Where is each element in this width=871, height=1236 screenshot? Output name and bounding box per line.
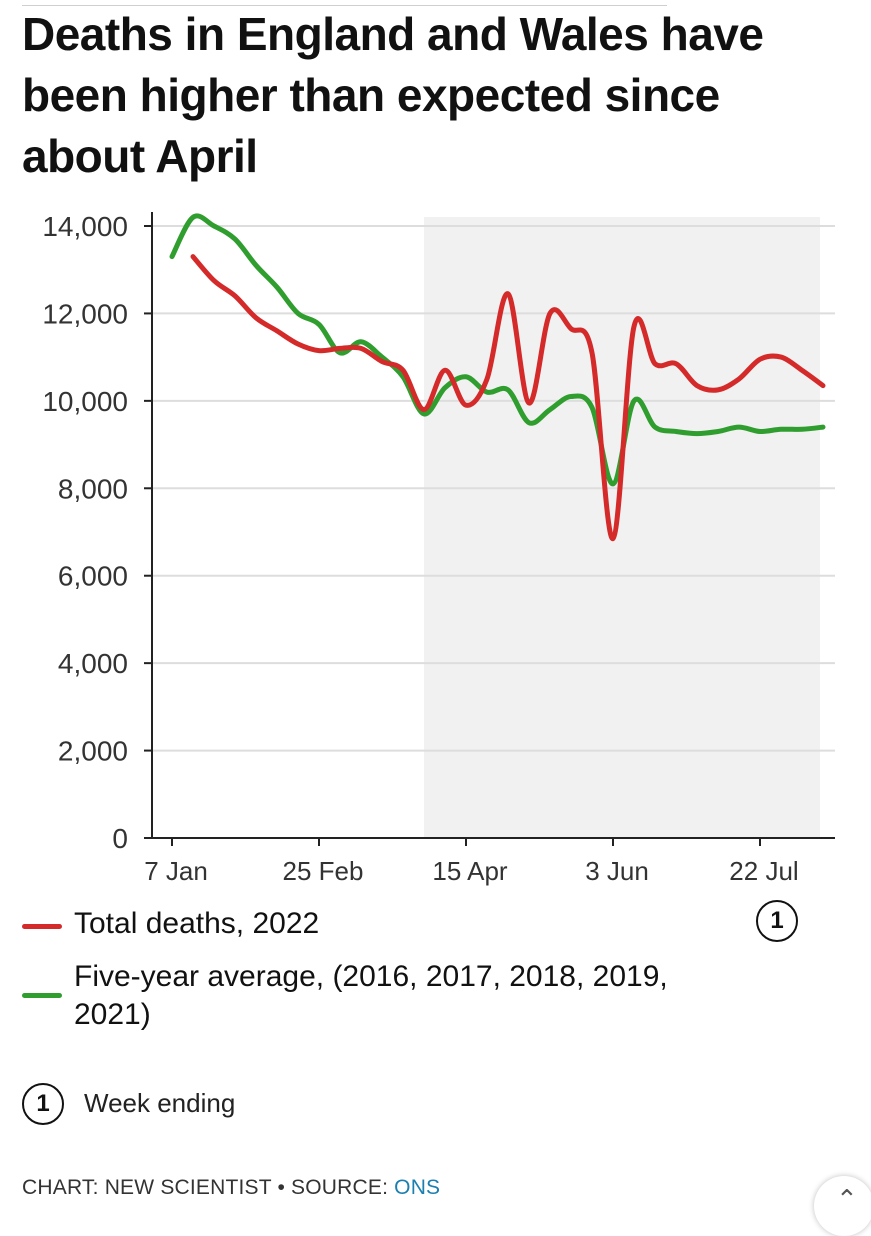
highlight-region — [424, 217, 820, 838]
axes — [151, 212, 835, 839]
scroll-top-button[interactable]: ⌃ — [814, 1176, 871, 1236]
credit-text: CHART: NEW SCIENTIST • SOURCE: — [22, 1176, 395, 1199]
x-tick-label: 25 Feb — [283, 856, 364, 886]
legend-item-total: Total deaths, 2022 — [22, 905, 319, 943]
y-tick-label: 12,000 — [42, 298, 128, 329]
y-tick-label: 2,000 — [58, 736, 128, 767]
legend-swatch-total — [22, 924, 62, 929]
y-tick-label: 8,000 — [58, 473, 128, 504]
y-tick-label: 6,000 — [58, 561, 128, 592]
x-tick-label: 7 Jan — [144, 856, 208, 886]
series-lines — [169, 213, 826, 542]
footnote-marker: 1 — [756, 900, 798, 942]
y-tick-label: 10,000 — [42, 386, 128, 417]
note-marker: 1 — [22, 1083, 64, 1125]
y-tick-label: 14,000 — [42, 211, 128, 242]
legend-item-average: Five-year average, (2016, 2017, 2018, 20… — [22, 958, 742, 1034]
legend-swatch-average — [22, 993, 62, 998]
x-tick-label: 3 Jun — [585, 856, 649, 886]
y-tick-label: 0 — [112, 823, 128, 854]
series-line-five-year-average — [169, 213, 826, 487]
line-chart: 02,0004,0006,0008,00010,00012,00014,000 … — [42, 211, 835, 886]
x-tick-label: 22 Jul — [729, 856, 798, 886]
legend-label-total: Total deaths, 2022 — [74, 907, 320, 940]
series-line-total-deaths — [190, 254, 826, 542]
chart-title: Deaths in England and Wales have been hi… — [22, 8, 764, 182]
x-tick-label: 15 Apr — [432, 856, 508, 886]
gridlines — [144, 225, 835, 839]
chart-credit: CHART: NEW SCIENTIST • SOURCE: ONS — [22, 1176, 440, 1200]
y-tick-labels: 0 2,000 4,000 6,000 8,000 10,000 12,000 14,000 — [42, 211, 128, 854]
x-tick-labels: 7 Jan 25 Feb 15 Apr 3 Jun 22 Jul — [144, 838, 799, 886]
legend-label-average: Five-year average, (2016, 2017, 2018, 20… — [74, 960, 668, 1031]
note-text: Week ending — [84, 1088, 236, 1118]
source-link[interactable]: ONS — [394, 1176, 441, 1199]
y-tick-label: 4,000 — [58, 648, 128, 679]
top-divider — [22, 0, 667, 6]
